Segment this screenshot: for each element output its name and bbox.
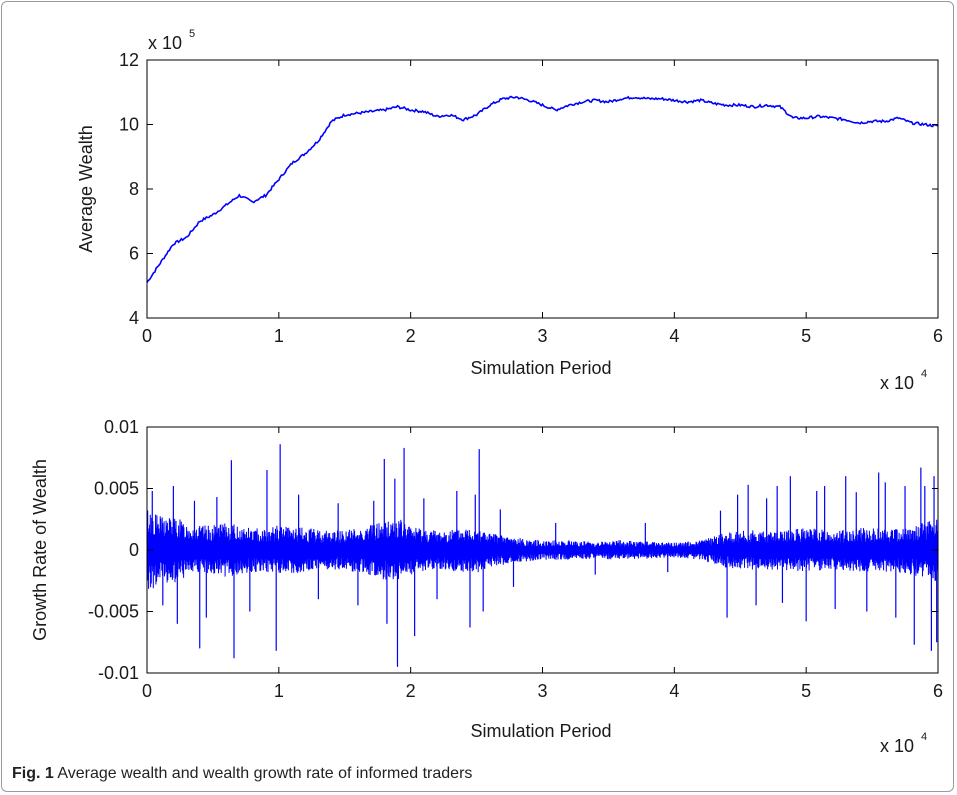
x-multiplier-bottom: x 10	[880, 736, 914, 756]
growth-rate-chart: 0 1 2 3 4 5 6 -0.01 -0.005 0 0.005 0.01 Simulation …	[30, 417, 943, 756]
x-tick-label: 2	[406, 326, 416, 346]
average-wealth-series-line	[146, 95, 939, 283]
average-wealth-y-label: Average Wealth	[76, 125, 96, 252]
figure-caption: Fig. 1 Average wealth and wealth growth …	[12, 765, 472, 783]
y-tick-label: -0.01	[98, 663, 139, 683]
x-multiplier-base: x 10	[880, 373, 914, 393]
x-tick-label: 6	[933, 326, 943, 346]
y-tick-label: 10	[119, 115, 139, 135]
x-tick-label: 0	[142, 681, 152, 701]
figure-label: Fig. 1	[12, 765, 54, 782]
x-tick-label: 1	[274, 681, 284, 701]
y-tick-label: 8	[129, 179, 139, 199]
y-tick-label: 0.01	[104, 417, 139, 437]
x-tick-label: 3	[537, 326, 547, 346]
x-tick-label: 5	[801, 326, 811, 346]
x-multiplier-bottom-exponent: 4	[921, 731, 927, 743]
x-multiplier-top-exponent: 4	[921, 368, 927, 380]
y-tick-label: 4	[129, 308, 139, 328]
growth-rate-y-label: Growth Rate of Wealth	[30, 459, 50, 641]
y-multiplier: x 10	[148, 33, 182, 53]
x-tick-label: 4	[669, 681, 679, 701]
x-multiplier-top: x 10	[880, 373, 914, 393]
y-tick-label: 6	[129, 244, 139, 264]
y-tick-label: 0	[129, 540, 139, 560]
y-multiplier-exponent: 5	[189, 28, 195, 40]
x-tick-label: 2	[406, 681, 416, 701]
growth-rate-series-line	[146, 510, 939, 589]
x-tick-label: 6	[933, 681, 943, 701]
figure-caption-text: Average wealth and wealth growth rate of…	[57, 765, 473, 782]
x-tick-label: 4	[669, 326, 679, 346]
y-tick-label: -0.005	[88, 602, 139, 622]
y-tick-label: 12	[119, 50, 139, 70]
x-tick-label: 1	[274, 326, 284, 346]
average-wealth-x-label: Simulation Period	[470, 358, 611, 378]
y-tick-label: 0.005	[94, 479, 139, 499]
x-tick-label: 3	[537, 681, 547, 701]
x-tick-label: 5	[801, 681, 811, 701]
average-wealth-plot-box	[146, 59, 939, 319]
y-multiplier-base: x 10	[148, 33, 182, 53]
x-multiplier-base: x 10	[880, 736, 914, 756]
growth-rate-x-label: Simulation Period	[470, 721, 611, 741]
x-tick-label: 0	[142, 326, 152, 346]
